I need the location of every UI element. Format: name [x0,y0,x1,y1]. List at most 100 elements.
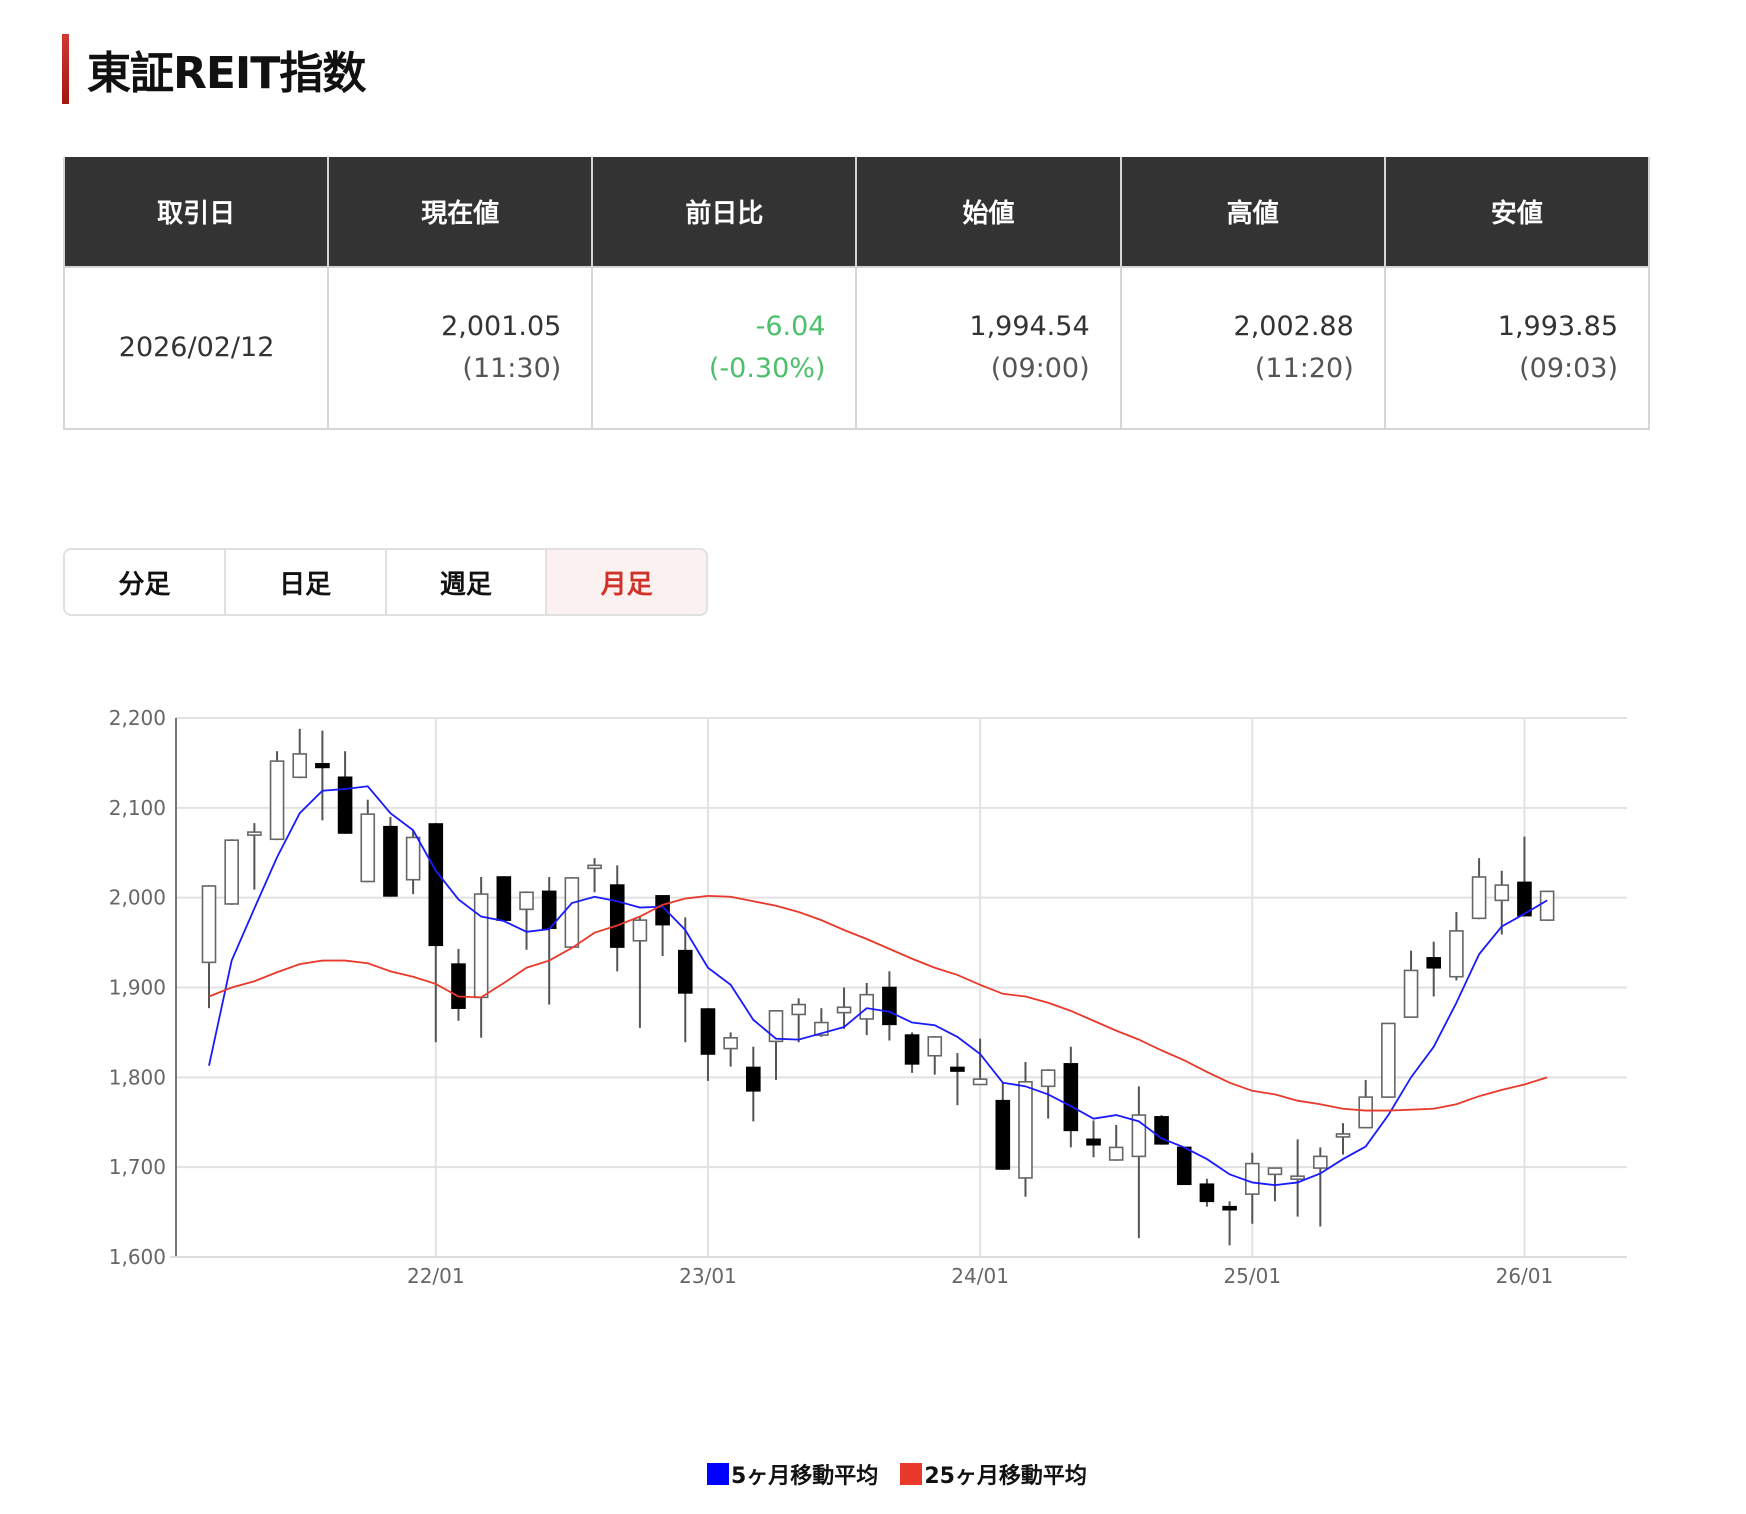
current-value: 2,001.05 [441,311,562,342]
candle-body [700,1008,716,1055]
candle-body [519,891,534,911]
candle-body [383,825,398,897]
candle-body [632,919,648,942]
candle-body [473,893,489,999]
legend-swatch-ma25 [900,1463,923,1485]
candle-body [247,831,262,836]
x-tick-label: 22/01 [407,1264,465,1288]
y-tick-label: 2,100 [109,796,166,820]
legend-ma25: 25ヶ月移動平均 [900,1458,1087,1490]
candle-body [1108,1146,1124,1161]
low-time: (09:03) [1519,353,1618,384]
candle-body [1539,890,1555,921]
candle-body [1335,1133,1351,1138]
candle-body [1040,1069,1056,1088]
candle-body [1358,1096,1373,1129]
tab-daily[interactable]: 日足 [226,550,387,614]
candle-body [451,963,466,1009]
candle-body [269,760,285,841]
candle-body [224,839,239,905]
low-value: 1,993.85 [1497,311,1618,342]
current-cell: 2,001.05 (11:30) [327,266,594,430]
high-time: (11:20) [1254,353,1354,384]
y-tick-label: 1,900 [109,976,166,1000]
open-value: 1,994.54 [969,311,1090,342]
candle-body [1199,1183,1215,1203]
high-cell: 2,002.88 (11:20) [1119,266,1386,430]
quote-table-header: 取引日 現在値 前日比 始値 高値 安値 [62,157,1651,268]
candle-body [972,1078,988,1086]
candle-body [723,1037,738,1050]
header-trade-date: 取引日 [62,157,330,268]
candle-body [950,1066,965,1072]
legend-swatch-ma5 [707,1463,729,1485]
candle-body [1403,969,1419,1018]
legend-label-ma5: 5ヶ月移動平均 [731,1464,879,1489]
header-open: 始値 [855,157,1122,268]
candle-body [791,1003,806,1016]
candle-body [1517,881,1532,917]
y-tick-label: 1,700 [109,1155,166,1179]
ma5-line [208,785,1548,1187]
candlestick-chart: 1,600 1,700 1,800 1,900 2,000 2,100 2,200 22/01… [109,706,1627,1288]
candle-body [609,884,625,948]
candle-body [1244,1162,1260,1195]
candle-body [1131,1114,1147,1158]
candle-body [1290,1175,1305,1180]
candle-body [587,864,602,870]
candle-body [1063,1063,1079,1132]
high-value: 2,002.88 [1233,311,1354,342]
low-cell: 1,993.85 (09:03) [1383,266,1651,430]
open-time: (09:00) [990,353,1090,384]
candle-body [428,823,444,947]
candle-body [1381,1022,1396,1098]
title-accent-bar [62,34,69,104]
candle-body [201,885,217,964]
candle-body [995,1099,1011,1170]
trade-date: 2026/02/12 [62,266,330,430]
candle-body [337,776,353,834]
candle-body [1471,876,1487,920]
candle-body [1426,957,1442,969]
y-tick-label: 2,000 [109,886,166,910]
candle-body [1222,1205,1237,1211]
candle-body [1086,1138,1101,1146]
ma25-line [208,894,1548,1112]
candle-body [904,1034,920,1065]
candle-body [1313,1155,1328,1169]
header-change: 前日比 [591,157,858,268]
header-high: 高値 [1119,157,1386,268]
candle-body [1176,1146,1192,1186]
candle-body [1449,930,1464,978]
page-header: 東証REIT指数 [62,34,366,104]
candle-body [768,1010,784,1043]
candle-body [927,1036,943,1057]
candle-body [1267,1167,1283,1176]
tab-minute[interactable]: 分足 [65,550,226,614]
quote-table-row: 2026/02/12 2,001.05 (11:30) -6.04 (-0.30%)… [62,266,1651,430]
candle-body [746,1066,761,1092]
y-tick-label: 1,600 [109,1245,166,1269]
tab-monthly[interactable]: 月足 [547,550,706,614]
candle-body [405,836,421,881]
x-tick-label: 24/01 [951,1264,1009,1288]
candle-body [1494,884,1510,902]
quote-table: 取引日 現在値 前日比 始値 高値 安値 2026/02/12 2,001.05… [62,157,1651,430]
candle-body [564,877,580,948]
header-low: 安値 [1383,157,1651,268]
x-tick-label: 26/01 [1496,1264,1554,1288]
change-percent: (-0.30%) [708,353,826,384]
chart-legend: 5ヶ月移動平均 25ヶ月移動平均 [707,1458,1109,1490]
chart-period-tabs: 分足 日足 週足 月足 [63,548,708,616]
open-cell: 1,994.54 (09:00) [855,266,1122,430]
candle-body [859,993,875,1020]
x-tick-label: 23/01 [679,1264,737,1288]
candle-body [292,753,308,779]
y-tick-label: 1,800 [109,1065,166,1089]
legend-label-ma25: 25ヶ月移動平均 [924,1464,1087,1489]
header-current: 現在値 [327,157,594,268]
tab-weekly[interactable]: 週足 [387,550,548,614]
change-cell: -6.04 (-0.30%) [591,266,858,430]
page-title: 東証REIT指数 [87,48,366,99]
candle-body [315,763,330,769]
